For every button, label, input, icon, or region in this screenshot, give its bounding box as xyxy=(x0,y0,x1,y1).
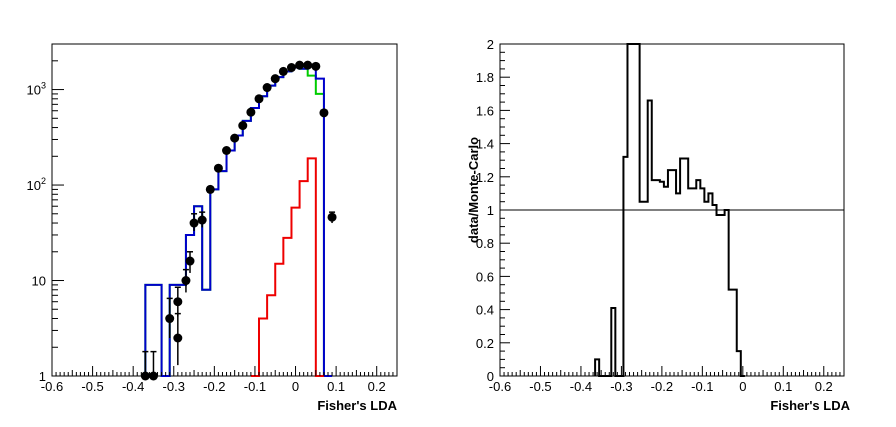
left-y-tick-label: 1 xyxy=(39,369,46,384)
left-x-axis: -0.6 -0.5 -0.4 -0.3 -0.2 -0.1 0 0.1 0.2 xyxy=(41,366,398,394)
left-data-point xyxy=(238,121,248,131)
left-data-point xyxy=(278,66,288,76)
right-y-tick-label: 1 xyxy=(487,203,494,218)
left-data-point xyxy=(270,74,280,84)
right-x-tick-label: -0.4 xyxy=(570,379,592,394)
right-y-tick-label: 0.2 xyxy=(476,336,494,351)
left-x-tick-label: -0.6 xyxy=(41,379,63,394)
right-x-tick-label: -0.6 xyxy=(489,379,511,394)
left-x-tick-label: -0.5 xyxy=(81,379,103,394)
right-ratio-panel: -0.6 -0.5 -0.4 -0.3 -0.2 -0.1 0 0.1 0.2 00.20.40… xyxy=(466,37,851,413)
right-y-tick-label: 0.8 xyxy=(476,236,494,251)
left-data-point xyxy=(254,94,264,104)
right-y-tick-label: 1.8 xyxy=(476,70,494,85)
left-x-tick-label: -0.4 xyxy=(122,379,144,394)
right-x-tick-label: 0.1 xyxy=(774,379,792,394)
right-y-tick-label: 1.2 xyxy=(476,170,494,185)
right-y-axis: 0 0.2 0.4 0.6 0.8 1 1.2 1.4 1.6 1.8 2 xyxy=(476,37,510,384)
left-data-point xyxy=(165,314,175,324)
left-data-point xyxy=(222,145,232,155)
right-y-tick-label: 0.4 xyxy=(476,303,494,318)
left-x-tick-label: -0.3 xyxy=(163,379,185,394)
right-series-group xyxy=(594,43,745,377)
left-plot-frame xyxy=(51,43,398,377)
left-y-axis: 1 10 102 103 xyxy=(27,43,64,384)
right-x-tick-label: -0.3 xyxy=(610,379,632,394)
right-y-axis-label: data/Monte-Carlo xyxy=(466,137,481,243)
left-data-point xyxy=(189,218,199,228)
left-data-point xyxy=(327,212,337,222)
left-x-tick-label: 0.2 xyxy=(368,379,386,394)
left-data-point xyxy=(205,184,215,194)
left-data-point xyxy=(185,256,195,266)
left-data-point xyxy=(173,297,183,307)
left-x-axis-label: Fisher's LDA xyxy=(317,398,397,413)
left-series-2 xyxy=(250,157,324,377)
left-data-points xyxy=(140,60,337,381)
left-y-tick-label: 103 xyxy=(27,81,46,98)
left-x-tick-label: -0.2 xyxy=(203,379,225,394)
right-y-tick-label: 1.4 xyxy=(476,137,494,152)
left-series-0 xyxy=(144,66,333,377)
left-series-1 xyxy=(144,64,333,377)
right-x-tick-label: 0 xyxy=(739,379,746,394)
left-data-point xyxy=(181,276,191,286)
left-data-point xyxy=(230,133,240,143)
left-x-tick-label: 0.1 xyxy=(327,379,345,394)
left-x-tick-label: -0.1 xyxy=(244,379,266,394)
left-data-point xyxy=(246,107,256,117)
right-y-tick-label: 0 xyxy=(487,369,494,384)
left-data-point xyxy=(197,215,207,225)
right-x-tick-label: -0.1 xyxy=(691,379,713,394)
right-y-tick-label: 1.6 xyxy=(476,103,494,118)
left-data-point xyxy=(295,60,305,70)
left-data-point xyxy=(303,60,313,70)
left-data-point xyxy=(311,61,321,71)
left-data-point xyxy=(262,83,272,93)
right-x-tick-label: -0.2 xyxy=(651,379,673,394)
left-y-tick-label: 102 xyxy=(27,176,46,193)
right-x-tick-label: -0.5 xyxy=(529,379,551,394)
right-y-tick-label: 0.6 xyxy=(476,269,494,284)
left-data-point xyxy=(213,163,223,173)
right-y-tick-label: 2 xyxy=(487,37,494,52)
right-x-tick-label: 0.2 xyxy=(815,379,833,394)
right-x-axis-label: Fisher's LDA xyxy=(770,398,850,413)
right-x-axis: -0.6 -0.5 -0.4 -0.3 -0.2 -0.1 0 0.1 0.2 xyxy=(489,366,845,394)
left-data-point xyxy=(173,333,183,343)
left-histogram-panel: -0.6 -0.5 -0.4 -0.3 -0.2 -0.1 0 0.1 0.2 1 10 102 10… xyxy=(27,43,398,413)
left-data-point xyxy=(319,108,329,118)
left-y-tick-label: 10 xyxy=(32,274,46,289)
left-series-group xyxy=(144,64,333,377)
left-data-point xyxy=(286,63,296,73)
right-series-0 xyxy=(594,43,745,377)
left-x-tick-label: 0 xyxy=(292,379,299,394)
